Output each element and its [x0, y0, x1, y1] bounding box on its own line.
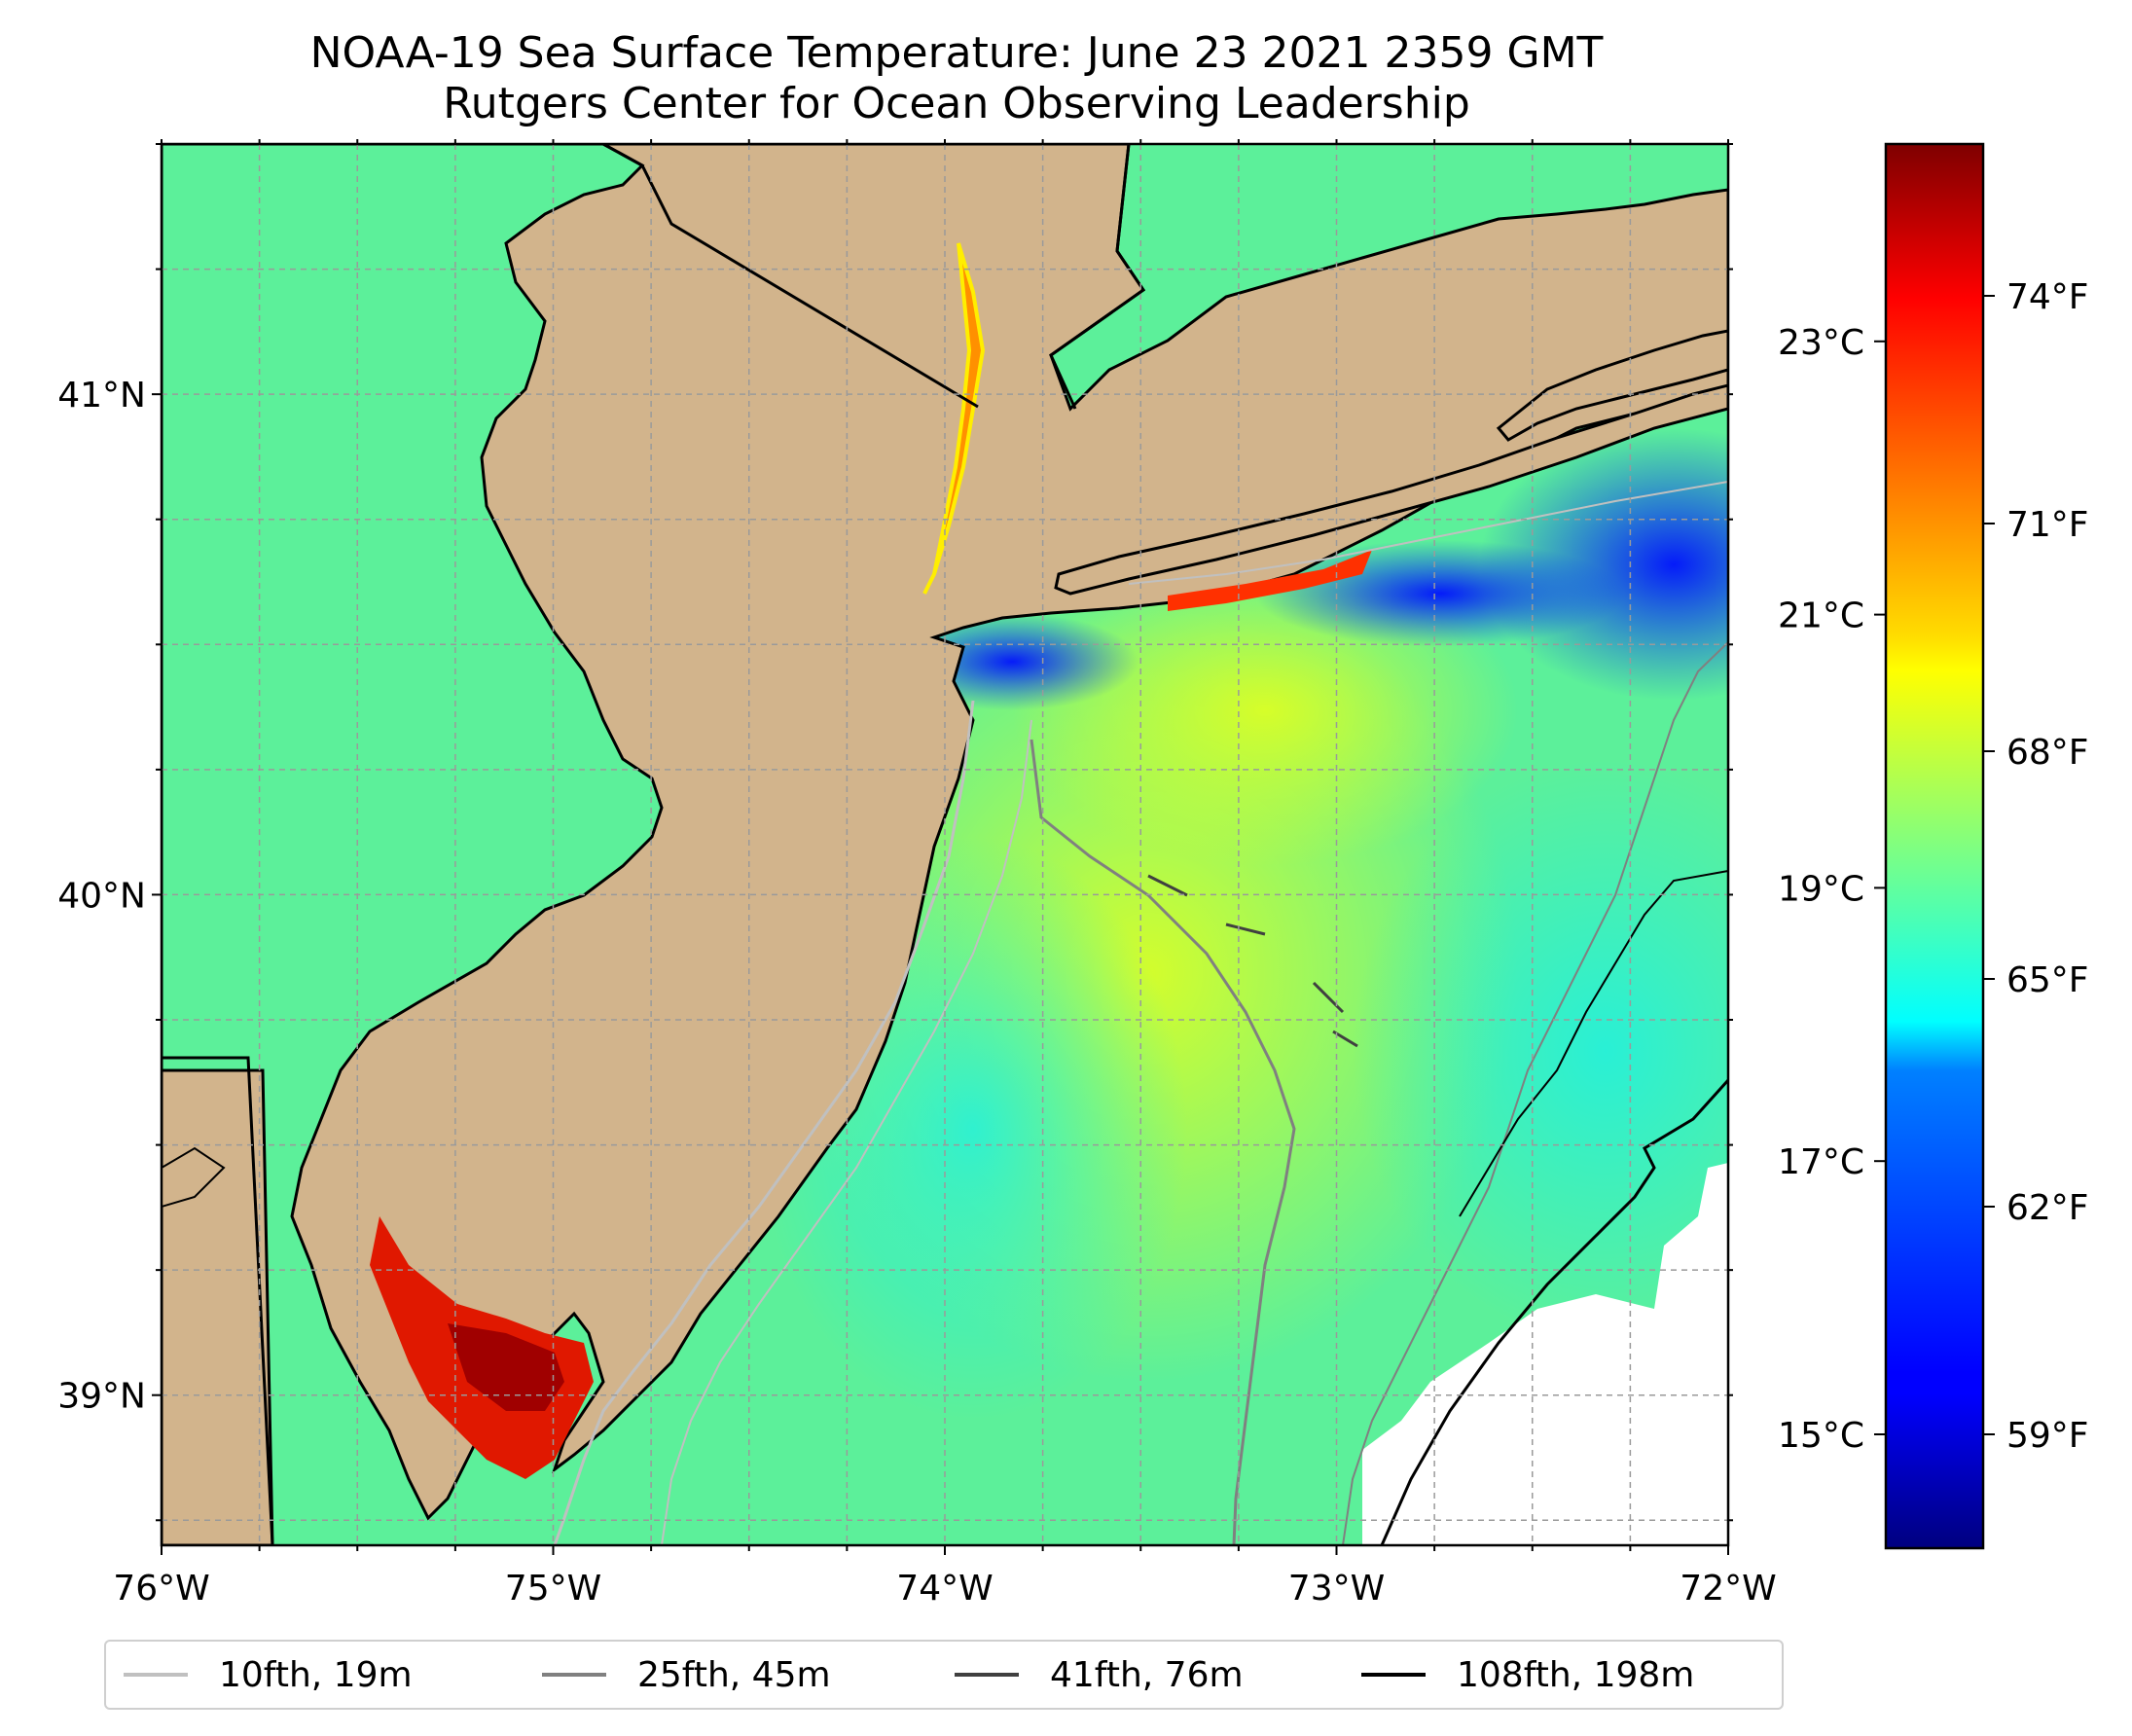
map-area [162, 144, 1728, 1545]
x-tick-label: 73°W [1288, 1569, 1385, 1609]
land-chesapeake-edge [162, 1146, 226, 1209]
legend-label-108fth: 108fth, 198m [1457, 1654, 1695, 1695]
colorbar-f-tick-label: 65°F [2006, 960, 2089, 1000]
colorbar-f-tick-label: 59°F [2006, 1416, 2089, 1456]
contour-legend: 10fth, 19m 25fth, 45m 41fth, 76m 108fth,… [104, 1640, 1784, 1710]
contour-25fth [1030, 739, 1296, 1545]
contour-10fth-li [1128, 481, 1728, 585]
contour-108fth [1380, 1078, 1728, 1545]
land-long-island [1054, 383, 1728, 596]
legend-item-25fth: 25fth, 45m [542, 1642, 831, 1708]
ny-ct-border [1049, 144, 1146, 410]
legend-swatch-10fth [124, 1673, 188, 1677]
colorbar-c-tick-label: 19°C [1778, 869, 1864, 909]
x-tick-label: 75°W [505, 1569, 601, 1609]
legend-item-10fth: 10fth, 19m [124, 1642, 413, 1708]
contour-41fth [1147, 874, 1358, 1048]
colorbar-f-tick-label: 62°F [2006, 1188, 2089, 1228]
legend-label-41fth: 41fth, 76m [1050, 1654, 1244, 1695]
legend-item-41fth: 41fth, 76m [955, 1642, 1244, 1708]
y-tick-label: 39°N [57, 1377, 146, 1417]
colorbar-c-tick-label: 15°C [1778, 1416, 1864, 1456]
delaware-bay-sst-hot [448, 1323, 564, 1411]
axis-ticks: 76°W 75°W 74°W 73°W 72°W 41°N 40°N 39°N [57, 139, 1777, 1609]
x-tick-label: 76°W [113, 1569, 209, 1609]
chart-subtitle: Rutgers Center for Ocean Observing Leade… [443, 79, 1470, 128]
y-tick-label: 41°N [57, 376, 146, 416]
legend-label-10fth: 10fth, 19m [219, 1654, 413, 1695]
contour-10fth-offshore [661, 719, 1032, 1545]
colorbar-f-tick-label: 68°F [2006, 733, 2089, 773]
hudson-river-sst [922, 242, 986, 595]
de-md-border [162, 1056, 274, 1545]
colorbar-f-tick-label: 71°F [2006, 505, 2089, 545]
li-coast-warm-strip [1168, 550, 1372, 611]
legend-swatch-25fth [542, 1673, 606, 1677]
colorbar-f-tick-label: 74°F [2006, 277, 2089, 317]
gridlines [162, 144, 1728, 1545]
sst-cool-region-east [1353, 759, 1728, 1343]
colorbar-c-tick-label: 21°C [1778, 597, 1864, 636]
legend-label-25fth: 25fth, 45m [637, 1654, 831, 1695]
x-tick-label: 72°W [1680, 1569, 1776, 1609]
x-tick-label: 74°W [896, 1569, 993, 1609]
colorbar-ticks: 59°F 62°F 65°F 68°F 71°F 74°F 15°C 17°C 19°C 21°C… [1778, 277, 2088, 1456]
colorbar [1884, 142, 1985, 1550]
colorbar-c-tick-label: 17°C [1778, 1142, 1864, 1182]
no-data-mask [1362, 1163, 1728, 1545]
colorbar-c-tick-label: 23°C [1778, 323, 1864, 363]
legend-swatch-41fth [955, 1673, 1019, 1677]
legend-item-108fth: 108fth, 198m [1361, 1642, 1694, 1708]
chart-title: NOAA-19 Sea Surface Temperature: June 23… [309, 28, 1604, 78]
contour-108fth-canyon [1459, 870, 1728, 1217]
ny-nj-border [602, 144, 979, 409]
legend-swatch-108fth [1361, 1673, 1426, 1677]
y-tick-label: 40°N [57, 876, 146, 916]
contour-10fth [553, 700, 975, 1545]
land-north-fork [1496, 329, 1728, 442]
contour-25fth-outer [1342, 641, 1728, 1545]
